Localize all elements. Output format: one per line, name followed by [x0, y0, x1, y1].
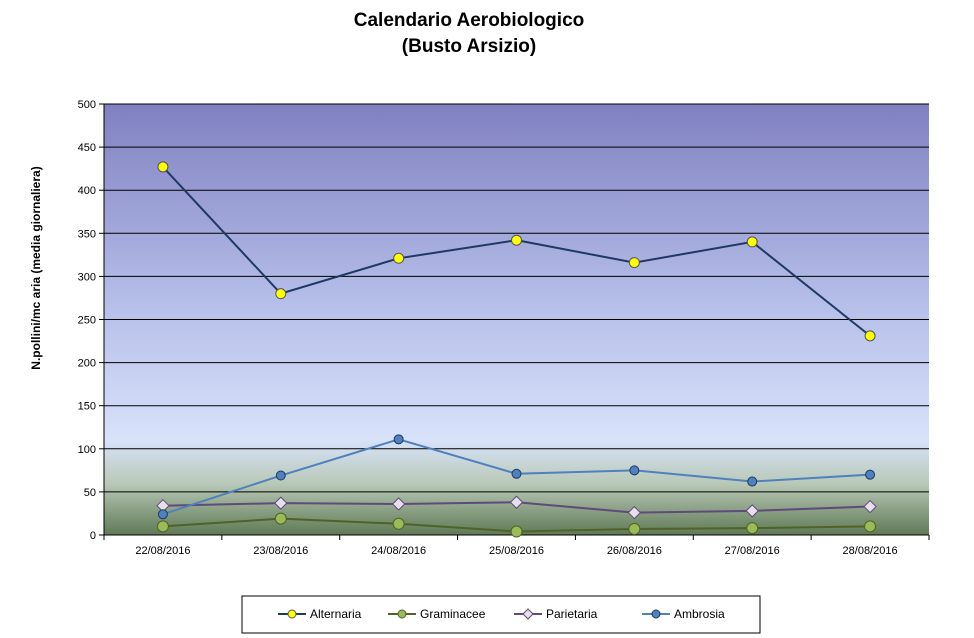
legend-marker-graminacee: [397, 609, 407, 619]
data-point-alternaria: [628, 257, 640, 269]
y-tick-label: 500: [78, 99, 96, 111]
legend-item-graminacee: Graminacee: [388, 607, 486, 621]
y-tick-label: 250: [78, 315, 96, 327]
chart-subtitle: (Busto Arsizio): [402, 36, 536, 57]
legend-marker-parietaria: [522, 608, 534, 620]
data-point-parietaria: [627, 505, 642, 520]
x-tick-label: 27/08/2016: [725, 545, 780, 557]
legend-item-parietaria: Parietaria: [514, 607, 598, 621]
x-tick-label: 28/08/2016: [843, 545, 898, 557]
x-tick-labels: 22/08/2016 23/08/2016 24/08/2016 25/08/2016…: [135, 545, 897, 557]
y-tick-label: 50: [84, 487, 96, 499]
series-alternaria: [157, 161, 876, 342]
data-point-alternaria: [393, 252, 405, 264]
data-point-alternaria: [275, 288, 287, 300]
data-point-graminacee: [864, 520, 877, 533]
legend-box: [241, 595, 761, 634]
data-point-ambrosia: [275, 470, 286, 481]
data-point-alternaria: [864, 330, 876, 342]
data-point-parietaria: [745, 504, 759, 518]
chart-title: Calendario Aerobiologico: [354, 10, 585, 31]
legend-marker-ambrosia: [651, 609, 661, 619]
y-tick-label: 350: [78, 228, 96, 240]
series-ambrosia: [157, 434, 876, 520]
y-tick-label: 400: [78, 185, 96, 197]
y-tick-label: 200: [78, 358, 96, 370]
data-point-graminacee: [392, 517, 405, 530]
data-point-graminacee: [156, 520, 169, 533]
gridlines: [104, 103, 929, 493]
x-tick-label: 26/08/2016: [607, 545, 662, 557]
series-parietaria: [156, 495, 877, 520]
series: [156, 161, 877, 538]
data-point-ambrosia: [157, 509, 168, 520]
x-tick-label: 25/08/2016: [489, 545, 544, 557]
y-tick-label: 450: [78, 142, 96, 154]
data-point-ambrosia: [629, 465, 640, 476]
data-point-parietaria: [863, 499, 877, 514]
legend-label-parietaria: Parietaria: [546, 607, 598, 621]
x-tick-label: 23/08/2016: [253, 545, 308, 557]
y-tick-labels: 0 50 100 150 200 250 300 350 400 450 500: [78, 99, 96, 542]
data-point-ambrosia: [747, 476, 758, 487]
y-tick-label: 150: [78, 401, 96, 413]
x-tick-label: 22/08/2016: [135, 545, 190, 557]
x-tick-label: 24/08/2016: [371, 545, 426, 557]
legend-label-alternaria: Alternaria: [310, 607, 362, 621]
data-point-parietaria: [391, 497, 406, 511]
y-axis-label: N.pollini/mc aria (media giornaliera): [29, 166, 43, 369]
y-tick-label: 0: [90, 530, 96, 542]
data-point-ambrosia: [393, 434, 404, 445]
data-point-ambrosia: [865, 469, 876, 480]
y-tick-label: 100: [78, 444, 96, 456]
data-point-graminacee: [274, 512, 287, 525]
data-point-parietaria: [274, 496, 288, 510]
legend-label-graminacee: Graminacee: [420, 607, 486, 621]
legend: Alternaria Graminacee Parietaria Ambrosia: [278, 607, 725, 621]
data-point-alternaria: [157, 161, 169, 173]
data-point-parietaria: [509, 495, 524, 509]
legend-item-ambrosia: Ambrosia: [642, 607, 725, 621]
legend-label-ambrosia: Ambrosia: [674, 607, 725, 621]
data-point-alternaria: [511, 234, 522, 246]
legend-marker-alternaria: [287, 609, 297, 619]
data-point-alternaria: [746, 236, 758, 248]
data-point-ambrosia: [511, 468, 522, 479]
y-tick-label: 300: [78, 271, 96, 283]
data-point-graminacee: [746, 522, 759, 535]
series-graminacee: [156, 512, 877, 538]
data-point-graminacee: [628, 522, 641, 535]
legend-item-alternaria: Alternaria: [278, 607, 362, 621]
data-point-graminacee: [510, 525, 523, 538]
